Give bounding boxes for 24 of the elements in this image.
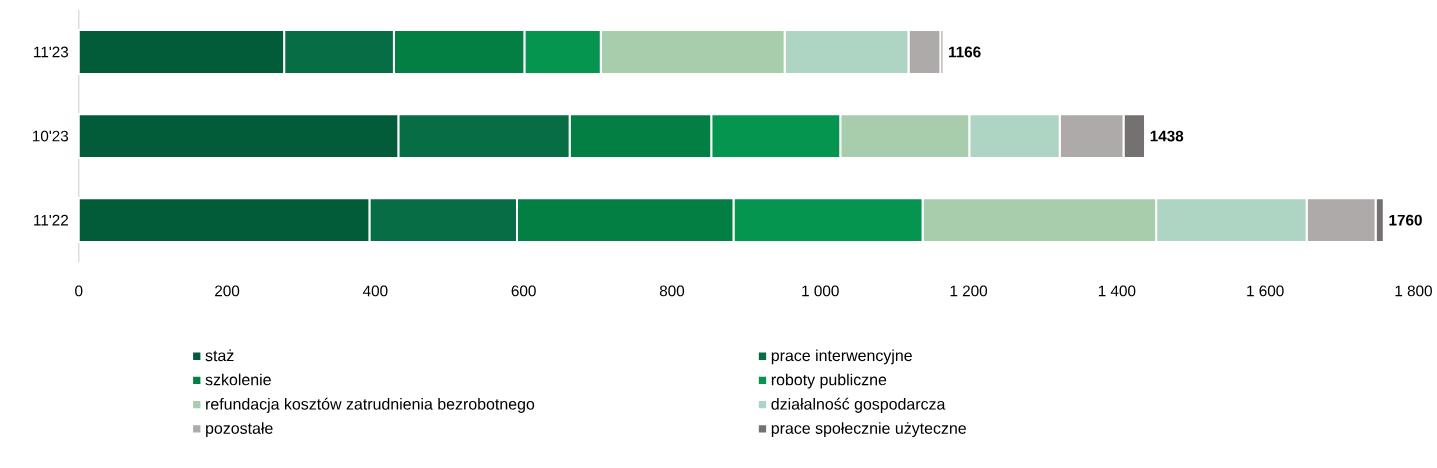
legend-label: prace interwencyjne [771,349,912,365]
y-tick-label: 10'23 [32,130,69,142]
legend-label: refundacja kosztów zatrudnienia bezrobotnego [206,398,535,414]
x-tick-label: 1 400 [1098,285,1136,297]
total-label: 1760 [1389,214,1422,226]
legend-label: roboty publiczne [771,373,887,389]
x-tick-label: 1 600 [1247,285,1284,297]
total-label: 1166 [949,46,981,58]
x-tick-label: 0 [75,285,83,297]
legend-label: staż [205,349,234,362]
y-tick-label: 11'23 [34,46,69,58]
legend-label: szkolenie [205,373,271,386]
x-tick-label: 400 [362,285,388,297]
legend-label: działalność gospodarcza [771,398,946,414]
x-tick-label: 800 [659,285,685,297]
x-tick-label: 200 [215,285,240,297]
legend-label: pozostałe [206,422,273,438]
x-tick-label: 600 [511,285,536,297]
total-label: 1438 [1150,130,1184,142]
y-tick-label: 11'22 [34,215,68,226]
legend-label: prace społecznie użyteczne [771,422,966,438]
x-tick-label: 1 800 [1395,285,1432,297]
x-tick-label: 1 200 [950,285,988,297]
x-tick-label: 1 000 [802,285,839,297]
